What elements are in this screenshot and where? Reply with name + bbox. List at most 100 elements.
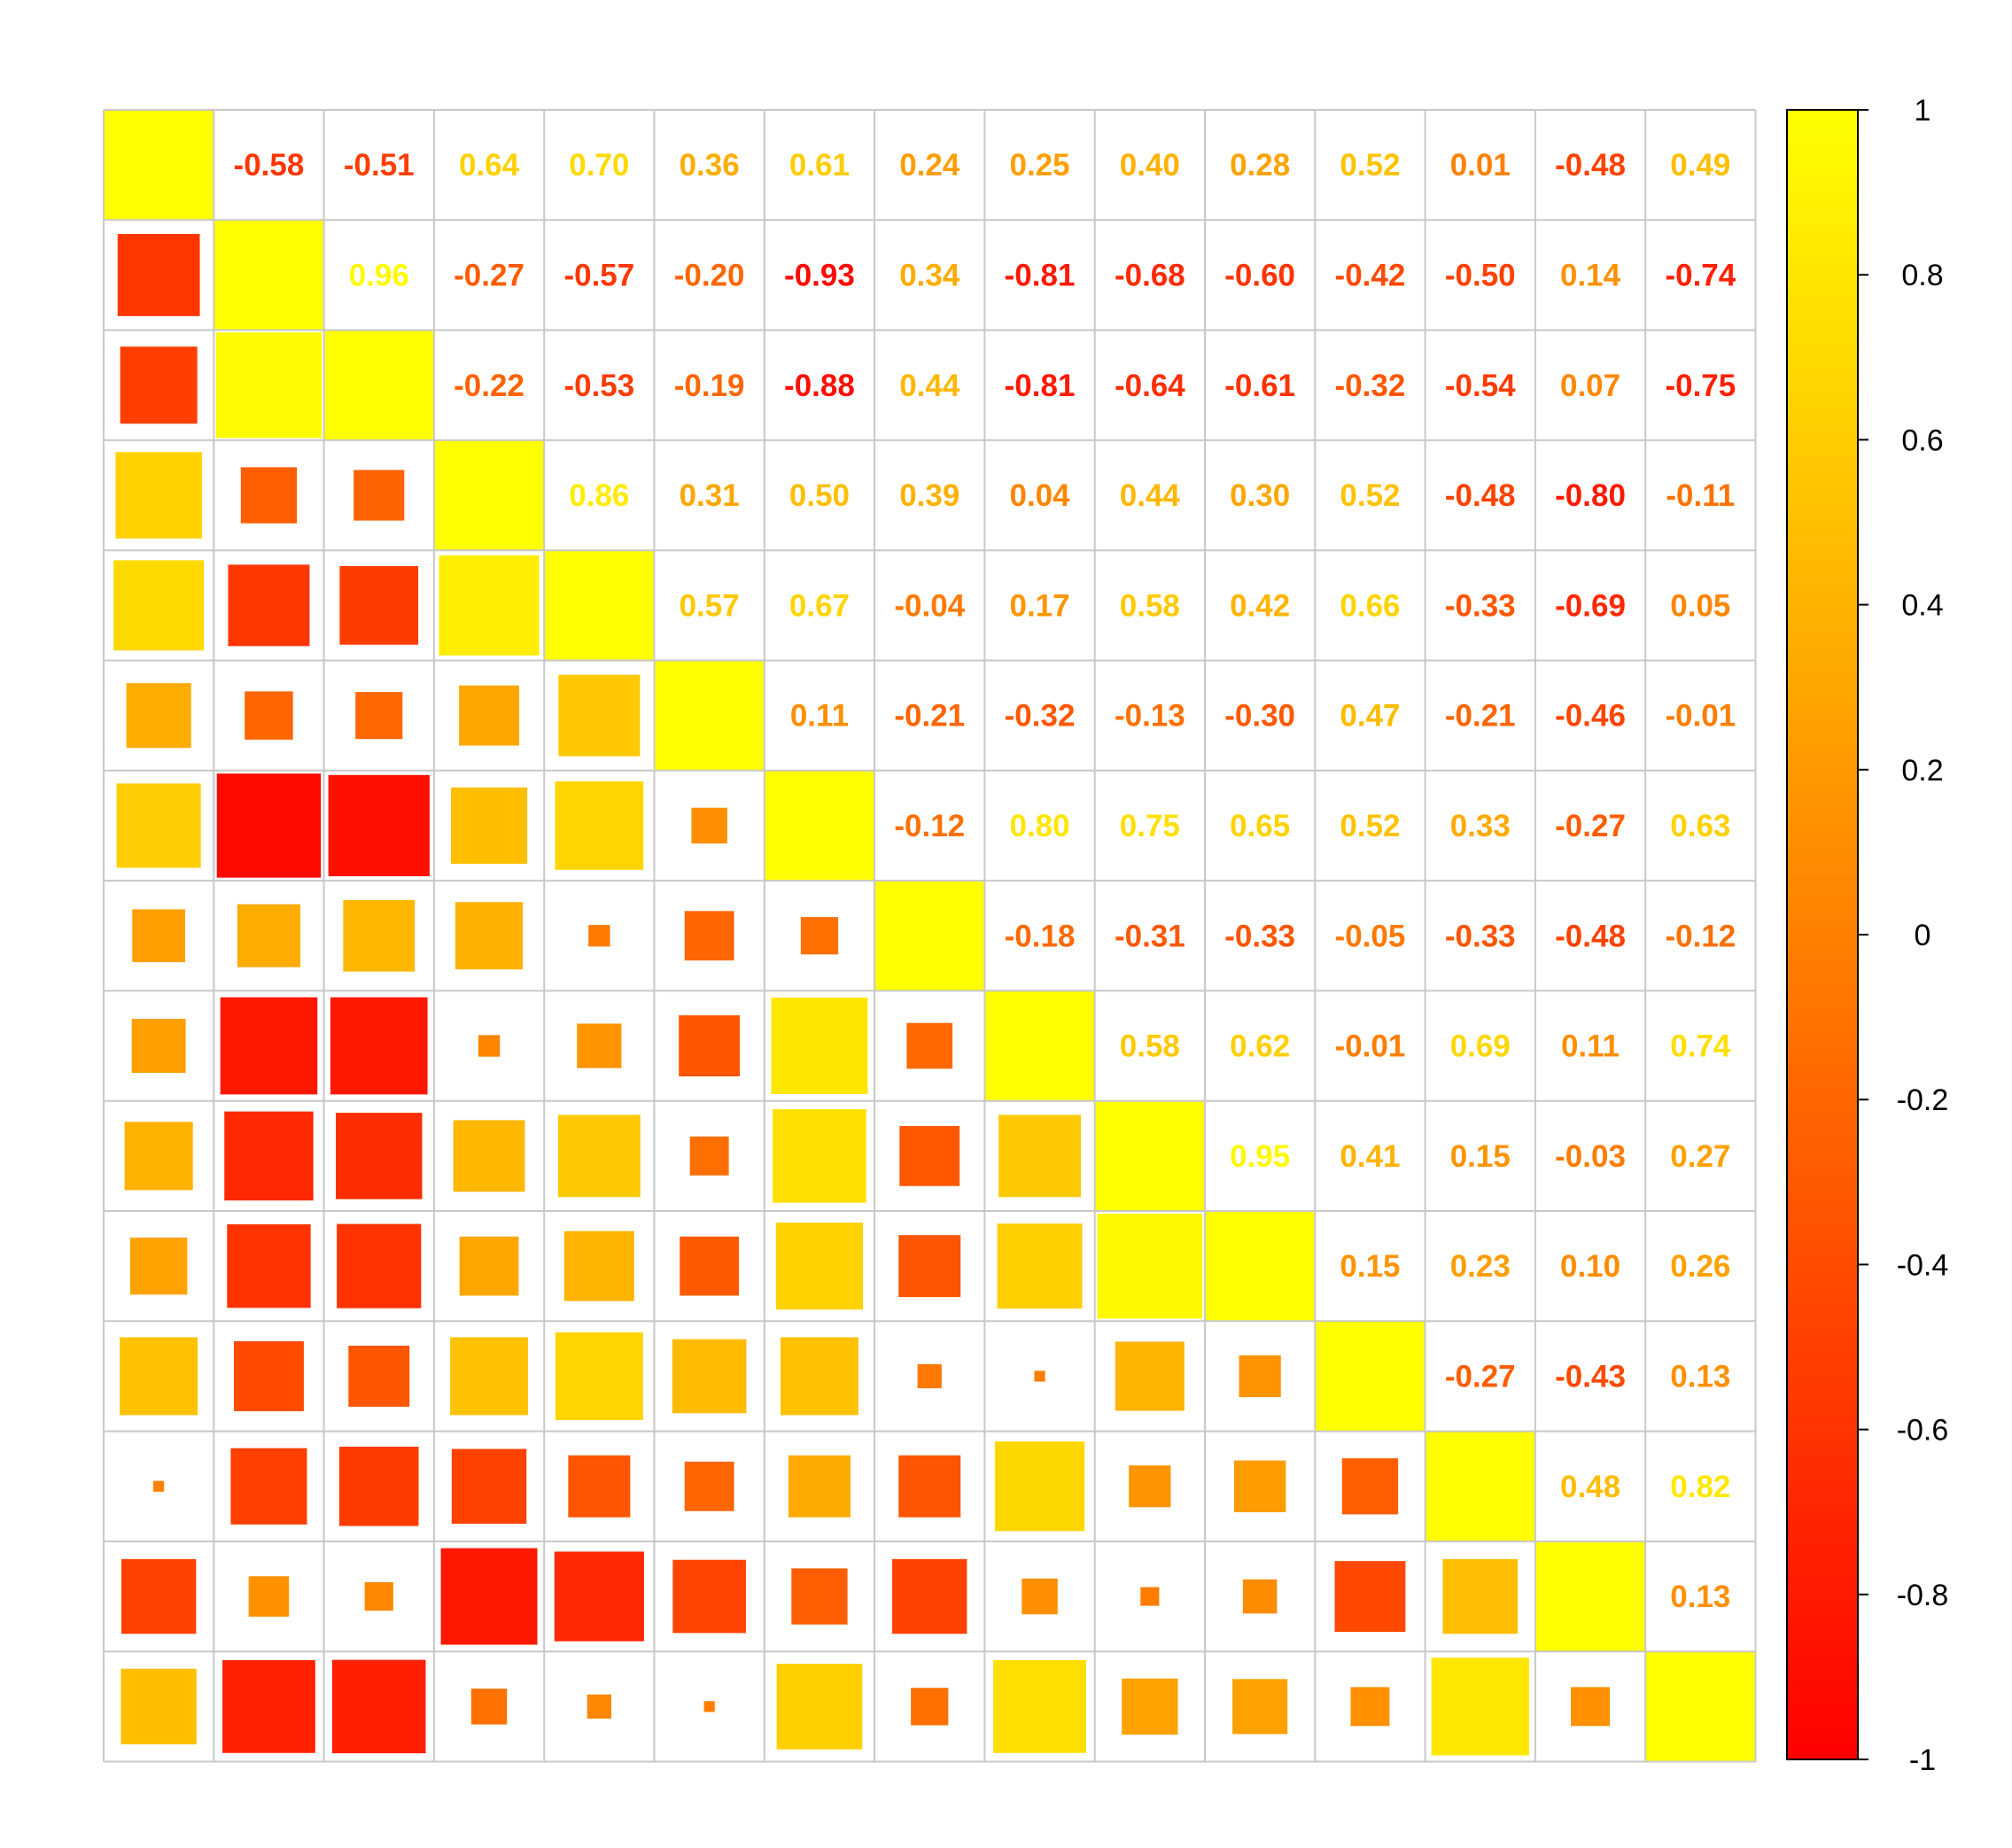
correlation-label: -0.51 xyxy=(344,148,415,182)
correlation-square xyxy=(911,1688,949,1726)
colorbar-segment xyxy=(1787,348,1858,359)
correlation-square xyxy=(126,683,191,749)
colorbar-segment xyxy=(1787,703,1858,713)
correlation-label: 0.50 xyxy=(789,478,850,513)
correlation-square xyxy=(1233,1460,1286,1512)
colorbar-segment xyxy=(1787,1528,1858,1538)
diagonal-square xyxy=(654,660,765,771)
correlation-label: 0.44 xyxy=(1120,478,1181,513)
colorbar-segment xyxy=(1787,621,1858,631)
colorbar-segment xyxy=(1787,794,1858,804)
colorbar-segment xyxy=(1787,456,1858,466)
correlation-square xyxy=(684,911,734,961)
correlation-label: 0.52 xyxy=(1340,478,1400,513)
correlation-square xyxy=(691,807,727,844)
colorbar-segment xyxy=(1787,1462,1858,1472)
correlation-square xyxy=(994,1441,1085,1532)
colorbar-segment xyxy=(1787,1339,1858,1348)
correlation-square xyxy=(1097,1213,1203,1319)
correlation-square xyxy=(1122,1678,1178,1735)
colorbar-segment xyxy=(1787,975,1858,985)
colorbar-segment xyxy=(1787,1660,1858,1670)
correlation-square xyxy=(563,1231,634,1301)
colorbar-segment xyxy=(1787,1651,1858,1662)
colorbar-segment xyxy=(1787,893,1858,903)
correlation-square xyxy=(245,691,293,740)
colorbar-segment xyxy=(1787,1710,1858,1720)
colorbar-segment xyxy=(1787,505,1858,516)
colorbar-segment xyxy=(1787,1404,1858,1414)
colorbar-segment xyxy=(1787,126,1858,136)
correlation-label: -0.31 xyxy=(1115,919,1185,953)
colorbar-tick-label: 0.8 xyxy=(1901,259,1943,292)
colorbar-segment xyxy=(1787,398,1858,408)
correlation-square xyxy=(227,1223,311,1308)
colorbar-segment xyxy=(1787,1025,1858,1035)
colorbar-segment xyxy=(1787,1264,1858,1274)
colorbar-segment xyxy=(1787,868,1858,878)
correlation-square xyxy=(672,1339,747,1414)
correlation-label: 0.57 xyxy=(680,588,740,623)
correlation-square xyxy=(113,560,205,651)
correlation-square xyxy=(899,1125,960,1186)
correlation-square xyxy=(453,1120,525,1192)
colorbar-segment xyxy=(1787,472,1858,482)
correlation-square xyxy=(120,346,198,424)
correlation-square xyxy=(131,1019,186,1074)
colorbar-segment xyxy=(1787,728,1858,738)
colorbar-tick-label: 0.2 xyxy=(1901,754,1943,788)
correlation-square xyxy=(1129,1465,1171,1508)
correlation-label: 0.04 xyxy=(1009,478,1070,513)
correlation-square xyxy=(1022,1578,1058,1615)
correlation-label: -0.32 xyxy=(1005,699,1076,734)
colorbar-segment xyxy=(1787,555,1858,565)
colorbar-segment xyxy=(1787,1281,1858,1291)
colorbar-segment xyxy=(1787,266,1858,276)
colorbar-segment xyxy=(1787,1140,1858,1151)
correlation-square xyxy=(1431,1658,1529,1756)
colorbar-segment xyxy=(1787,1586,1858,1596)
correlation-label: -0.04 xyxy=(894,588,965,623)
colorbar-segment xyxy=(1787,1322,1858,1332)
colorbar-segment xyxy=(1787,1569,1858,1580)
diagonal-square xyxy=(764,770,875,881)
colorbar-segment xyxy=(1787,530,1858,540)
correlation-label: 0.63 xyxy=(1670,809,1730,843)
correlation-square xyxy=(450,1337,528,1416)
grid-lines xyxy=(103,109,1757,1763)
colorbar-segment xyxy=(1787,1017,1858,1027)
colorbar-segment xyxy=(1787,1454,1858,1464)
correlation-square xyxy=(348,1345,410,1407)
correlation-label: -0.18 xyxy=(1005,919,1076,953)
colorbar-segment xyxy=(1787,1643,1858,1653)
colorbar-segment xyxy=(1787,935,1858,944)
correlation-square xyxy=(773,1109,866,1203)
colorbar-segment xyxy=(1787,761,1858,771)
colorbar-segment xyxy=(1787,415,1858,424)
colorbar-segment xyxy=(1787,1033,1858,1044)
correlation-square xyxy=(233,1340,304,1411)
correlation-label: 0.95 xyxy=(1230,1139,1290,1174)
correlation-label: -0.80 xyxy=(1555,478,1626,513)
correlation-label: 0.67 xyxy=(789,588,850,623)
colorbar-segment xyxy=(1787,225,1858,235)
correlation-label: 0.11 xyxy=(1561,1029,1620,1064)
colorbar-segment xyxy=(1787,1412,1858,1423)
colorbar-segment xyxy=(1787,1165,1858,1175)
correlation-square xyxy=(1571,1687,1611,1727)
colorbar-segment xyxy=(1787,1107,1858,1117)
correlation-label: -0.27 xyxy=(1445,1359,1516,1394)
correlation-square xyxy=(353,470,405,521)
correlation-label: 0.80 xyxy=(1009,809,1069,843)
correlation-label: -0.33 xyxy=(1224,919,1295,953)
correlation-label: 0.07 xyxy=(1560,369,1620,403)
diagonal-square xyxy=(874,881,985,991)
correlation-label: 0.34 xyxy=(899,258,960,292)
correlation-label: -0.03 xyxy=(1555,1139,1626,1174)
colorbar-segment xyxy=(1787,662,1858,672)
correlation-square xyxy=(120,1668,197,1744)
correlation-label: -0.88 xyxy=(784,369,855,403)
correlation-square xyxy=(439,555,540,656)
diagonal-square xyxy=(104,110,214,221)
